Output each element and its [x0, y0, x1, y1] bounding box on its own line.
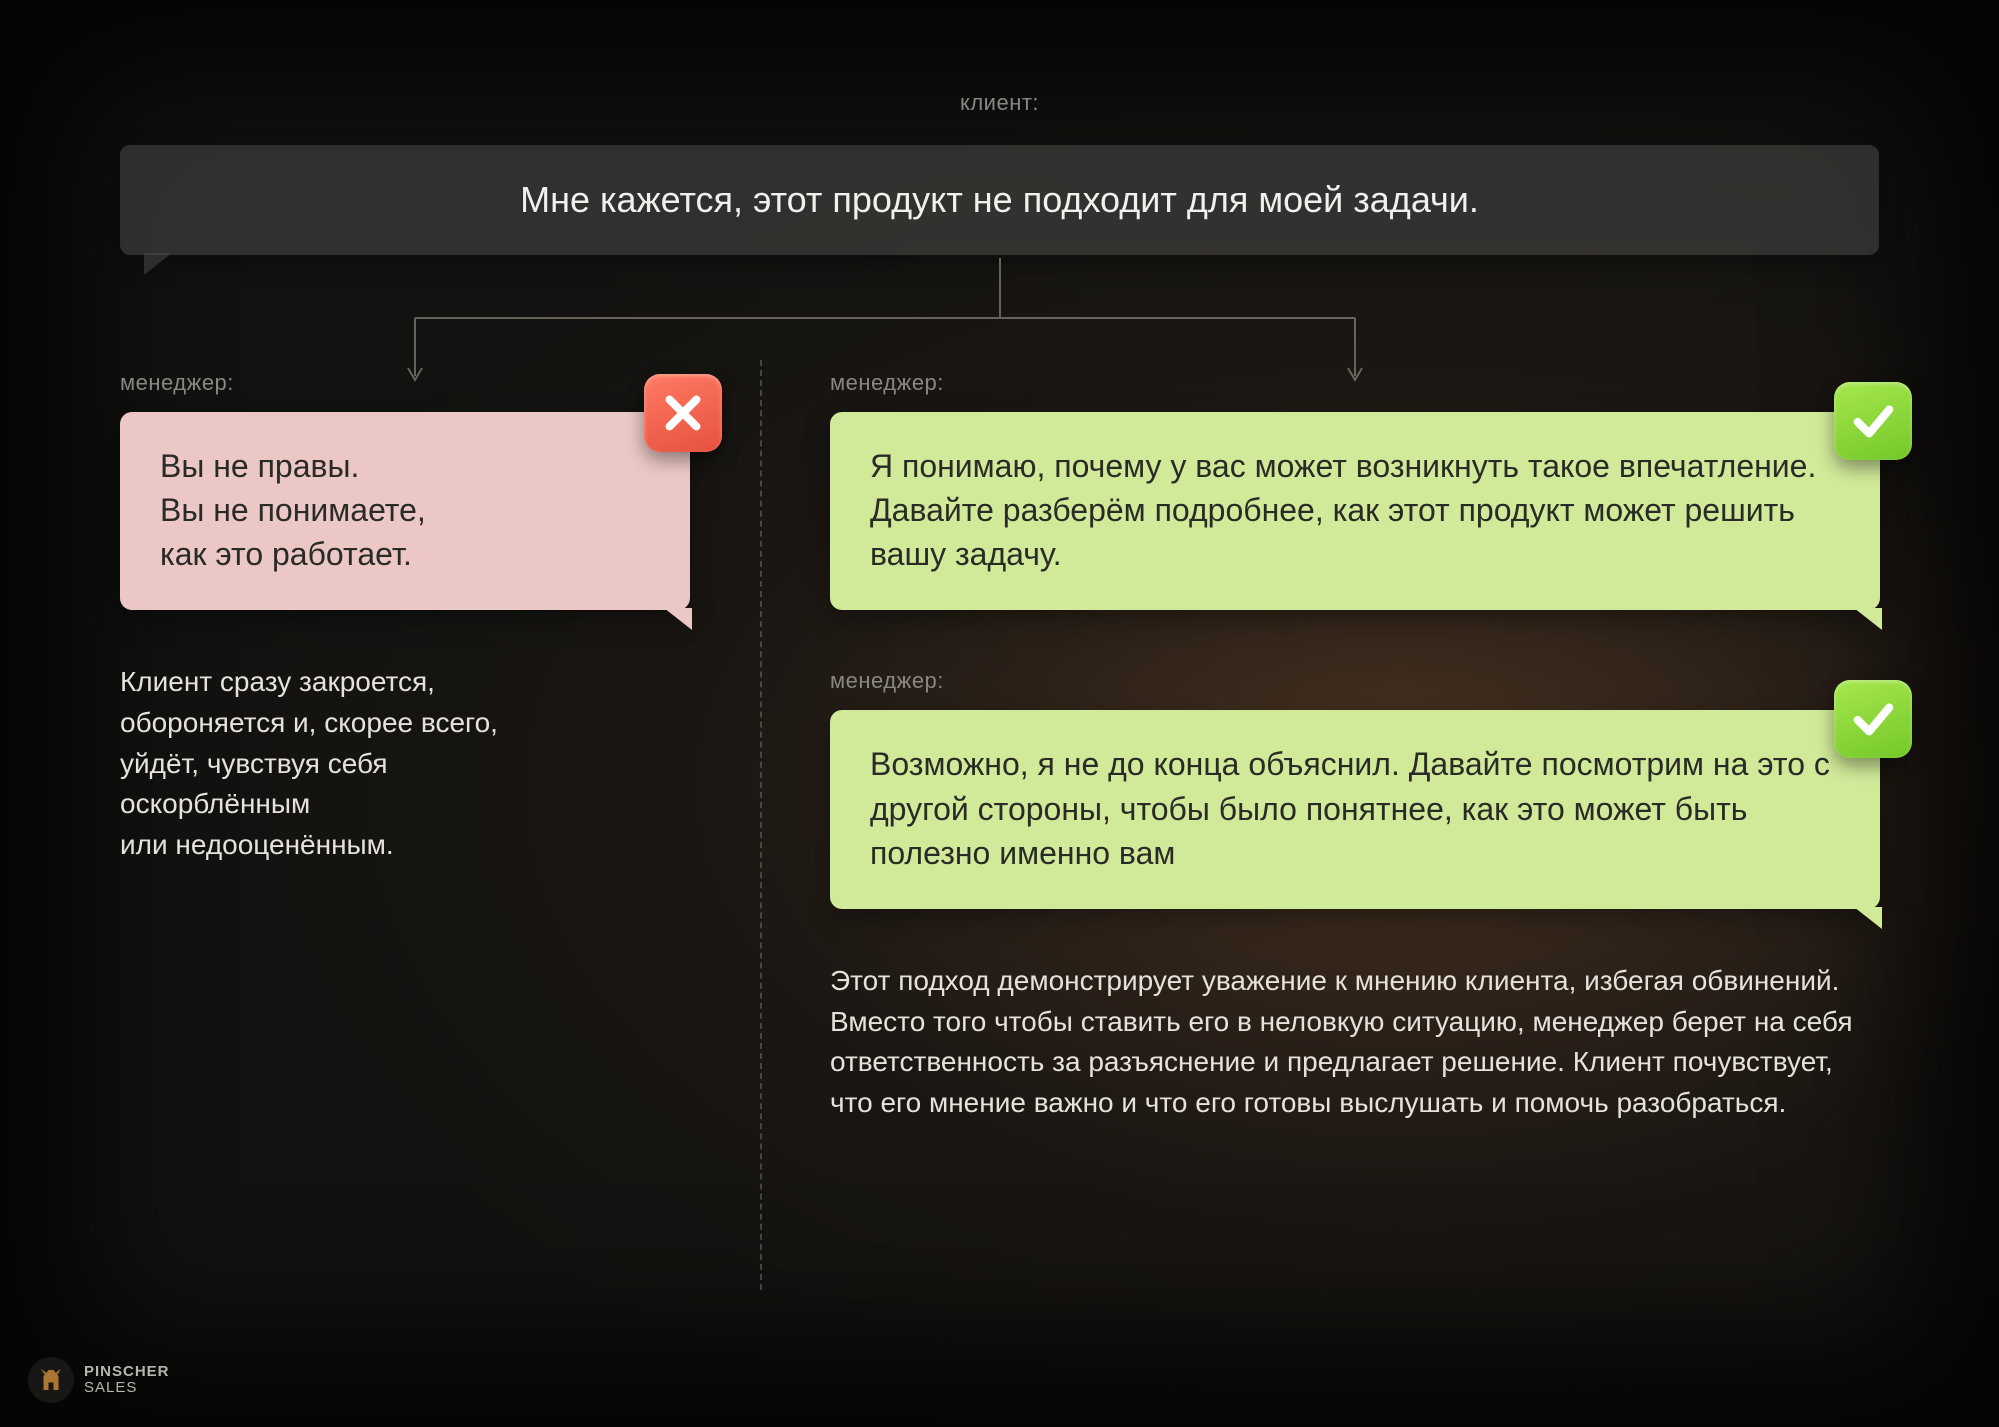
wrong-reply-bubble: Вы не правы. Вы не понимаете, как это ра…	[120, 412, 690, 610]
correct-reply-text-1: Я понимаю, почему у вас может возникнуть…	[870, 448, 1816, 572]
logo-text: PINSCHER SALES	[84, 1364, 170, 1397]
client-message-text: Мне кажется, этот продукт не подходит дл…	[520, 179, 1479, 220]
client-message-bubble: Мне кажется, этот продукт не подходит дл…	[120, 145, 1879, 255]
check-icon	[1834, 382, 1912, 460]
wrong-approach-column: менеджер: Вы не правы. Вы не понимаете, …	[120, 370, 690, 865]
cross-icon	[644, 374, 722, 452]
check-icon	[1834, 680, 1912, 758]
correct-reply-bubble-2: Возможно, я не до конца объяснил. Давайт…	[830, 710, 1880, 908]
correct-approach-column: менеджер: Я понимаю, почему у вас может …	[830, 370, 1880, 1123]
client-label: клиент:	[960, 90, 1039, 116]
wrong-explanation: Клиент сразу закроется, обороняется и, с…	[120, 662, 690, 865]
correct-explanation: Этот подход демонстрирует уважение к мне…	[830, 961, 1880, 1123]
wrong-reply-text: Вы не правы. Вы не понимаете, как это ра…	[160, 448, 426, 572]
manager-label-right-2: менеджер:	[830, 668, 1880, 694]
correct-reply-bubble-1: Я понимаю, почему у вас может возникнуть…	[830, 412, 1880, 610]
manager-label-left: менеджер:	[120, 370, 690, 396]
correct-reply-text-2: Возможно, я не до конца объяснил. Давайт…	[870, 746, 1830, 870]
brand-logo: PINSCHER SALES	[28, 1357, 170, 1403]
manager-label-right-1: менеджер:	[830, 370, 1880, 396]
logo-mark-icon	[28, 1357, 74, 1403]
infographic-canvas: клиент: Мне кажется, этот продукт не под…	[0, 0, 1999, 1427]
column-divider	[760, 360, 762, 1290]
logo-line-1: PINSCHER	[84, 1364, 170, 1381]
logo-line-2: SALES	[84, 1380, 170, 1397]
